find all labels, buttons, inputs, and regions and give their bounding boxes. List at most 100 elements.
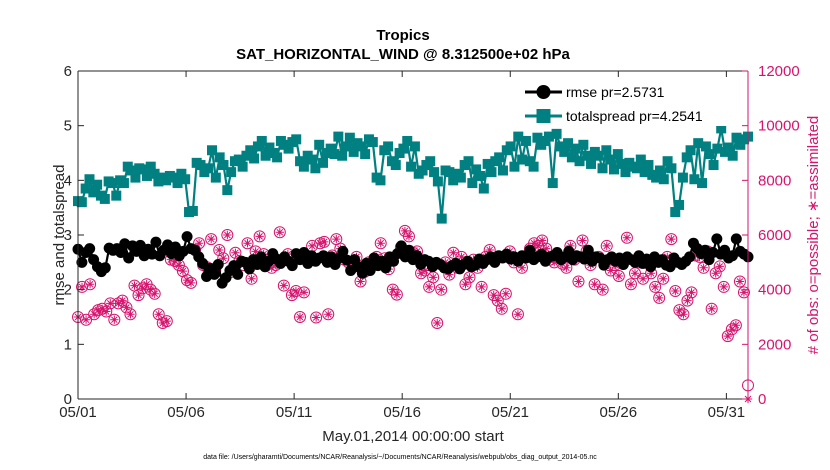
totalspread-point bbox=[658, 174, 669, 185]
totalspread-point bbox=[172, 178, 183, 189]
totalspread-point bbox=[689, 174, 700, 185]
y-tick-label: 6 bbox=[64, 63, 72, 80]
obs-assimilated-point bbox=[154, 310, 163, 319]
obs-possible-point bbox=[681, 294, 694, 307]
obs-assimilated-point bbox=[291, 286, 301, 296]
totalspread-point bbox=[168, 172, 179, 183]
totalspread-point bbox=[333, 131, 344, 142]
totalspread-point bbox=[620, 167, 631, 178]
obs-possible-point bbox=[205, 233, 218, 246]
obs-possible-point bbox=[322, 308, 335, 321]
totalspread-point bbox=[341, 141, 351, 152]
totalspread-point bbox=[314, 139, 325, 150]
obs-assimilated-point bbox=[324, 310, 333, 319]
obs-possible-point bbox=[665, 233, 678, 246]
obs-possible-point bbox=[229, 246, 242, 259]
totalspread-point bbox=[390, 160, 401, 171]
obs-assimilated-point bbox=[243, 239, 252, 248]
rmse-point bbox=[341, 254, 353, 266]
totalspread-point bbox=[612, 149, 623, 160]
obs-assimilated-point bbox=[723, 331, 733, 341]
obs-assimilated-point bbox=[428, 273, 438, 282]
obs-assimilated-point bbox=[215, 245, 224, 255]
totalspread-point bbox=[210, 172, 221, 183]
obs-possible-point bbox=[637, 272, 650, 285]
legend-box bbox=[520, 78, 738, 126]
obs-possible-point bbox=[620, 231, 633, 244]
totalspread-point bbox=[631, 163, 642, 174]
totalspread-point bbox=[609, 164, 619, 175]
obs-possible-point bbox=[677, 308, 690, 321]
obs-assimilated-point bbox=[727, 325, 737, 334]
obs-assimilated-point bbox=[602, 241, 611, 251]
x-tick-label: 05/21 bbox=[491, 404, 529, 421]
obs-assimilated-point bbox=[251, 247, 260, 256]
totalspread-point bbox=[214, 152, 225, 163]
totalspread-point bbox=[252, 141, 263, 152]
obs-possible-point bbox=[463, 271, 476, 284]
obs-assimilated-point bbox=[424, 282, 434, 292]
totalspread-point bbox=[145, 161, 156, 172]
obs-assimilated-point bbox=[433, 318, 442, 328]
totalspread-point bbox=[249, 153, 260, 164]
obs-assimilated-point bbox=[146, 285, 155, 294]
obs-assimilated-point bbox=[675, 305, 684, 315]
totalspread-point bbox=[543, 131, 554, 142]
totalspread-point bbox=[298, 161, 309, 172]
obs-possible-point bbox=[447, 246, 460, 259]
obs-assimilated-point bbox=[223, 230, 232, 240]
obs-possible-point bbox=[721, 330, 734, 343]
obs-assimilated-point bbox=[537, 236, 547, 245]
obs-assimilated-point bbox=[485, 245, 494, 255]
legend-rmse-marker bbox=[536, 85, 551, 99]
totalspread-point bbox=[383, 141, 394, 152]
y-tick-label: 2 bbox=[64, 282, 72, 299]
totalspread-point bbox=[187, 205, 198, 216]
obs-assimilated-point bbox=[493, 296, 502, 305]
totalspread-point bbox=[700, 141, 711, 152]
totalspread-point bbox=[605, 154, 616, 165]
obs-assimilated-point bbox=[449, 248, 458, 257]
obs-possible-point bbox=[685, 286, 698, 299]
totalspread-point bbox=[674, 199, 685, 210]
chart-subtitle: SAT_HORIZONTAL_WIND @ 8.312500e+02 hPa bbox=[236, 46, 570, 63]
obs-assimilated-point bbox=[574, 277, 583, 286]
obs-assimilated-point bbox=[130, 281, 139, 290]
totalspread-point bbox=[727, 150, 738, 161]
obs-assimilated-point bbox=[98, 304, 107, 313]
rmse-point bbox=[115, 246, 127, 258]
obs-assimilated-point bbox=[388, 285, 398, 294]
totalspread-point bbox=[417, 165, 428, 176]
obs-assimilated-point bbox=[77, 282, 87, 292]
obs-assimilated-point bbox=[166, 255, 176, 264]
obs-assimilated-point bbox=[687, 288, 696, 297]
totalspread-point bbox=[601, 145, 612, 156]
totalspread-point bbox=[310, 163, 321, 174]
obs-assimilated-point bbox=[392, 290, 402, 299]
totalspread-point bbox=[195, 160, 206, 171]
legend: rmse pr=2.5731 totalspread pr=4.2541 bbox=[520, 78, 738, 126]
obs-possible-point bbox=[435, 283, 448, 296]
totalspread-point bbox=[80, 183, 91, 194]
totalspread-point bbox=[532, 132, 543, 143]
obs-assimilated-point bbox=[477, 282, 486, 292]
totalspread-point bbox=[356, 141, 367, 152]
obs-possible-point bbox=[285, 289, 298, 302]
obs-assimilated-point bbox=[93, 305, 103, 315]
obs-possible-point bbox=[657, 272, 670, 285]
obs-assimilated-point bbox=[81, 315, 91, 324]
obs-assimilated-point bbox=[122, 303, 131, 312]
obs-possible-point bbox=[431, 317, 444, 330]
obs-assimilated-point bbox=[255, 232, 264, 241]
x-tick-label: 05/16 bbox=[383, 404, 421, 421]
obs-possible-point bbox=[289, 285, 302, 298]
obs-assimilated-point bbox=[445, 270, 454, 279]
obs-assimilated-point bbox=[655, 293, 664, 303]
totalspread-point bbox=[130, 172, 141, 183]
y-tick-label: 0 bbox=[64, 391, 72, 408]
x-tick-label: 05/06 bbox=[167, 404, 205, 421]
obs-assimilated-point bbox=[311, 313, 321, 322]
obs-assimilated-point bbox=[400, 226, 410, 236]
totalspread-point bbox=[559, 146, 570, 157]
obs-assimilated-point bbox=[420, 266, 430, 275]
